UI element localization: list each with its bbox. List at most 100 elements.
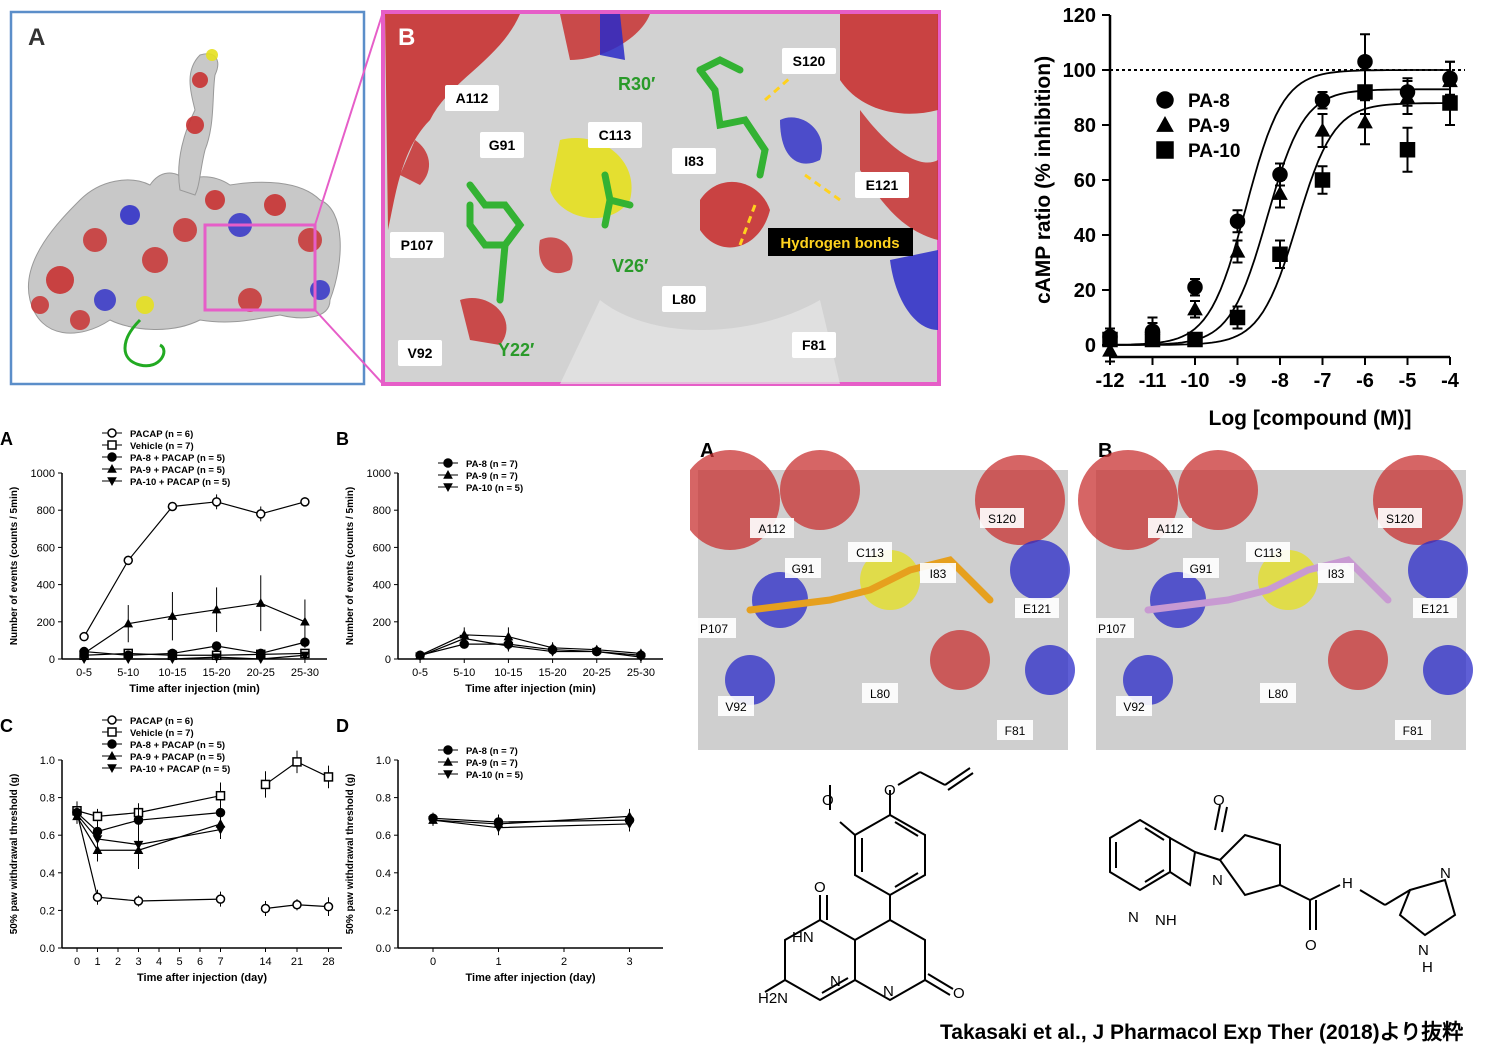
data-point	[503, 631, 514, 641]
ligand	[1144, 556, 1392, 614]
x-tick-label: 5-10	[117, 667, 139, 679]
x-tick-label: 21	[291, 956, 303, 968]
data-point-pa-10	[1357, 84, 1373, 100]
data-point	[428, 816, 438, 826]
data-point	[167, 501, 178, 512]
svg-text:H: H	[1342, 875, 1353, 892]
data-point	[256, 509, 266, 519]
legend-label: PA-10 + PACAP (n = 5)	[130, 477, 230, 488]
series-line	[84, 641, 306, 656]
y-tick-label: 0.6	[376, 830, 391, 842]
data-point	[255, 655, 266, 665]
residue-label-c113: C113	[599, 127, 632, 143]
x-axis-label: Time after injection (day)	[137, 972, 267, 984]
residue-label-s120: S120	[793, 53, 826, 69]
y-tick-label: 0.0	[40, 943, 55, 955]
legend-marker	[443, 469, 453, 479]
x-tick-label: 0	[430, 956, 436, 968]
residue-label-box	[920, 563, 956, 583]
residue-label-f81: F81	[1005, 724, 1026, 738]
residue-label-box	[792, 332, 836, 358]
data-point	[123, 655, 134, 665]
y-tick-label: 800	[37, 505, 55, 517]
x-tick-label: -11	[1139, 370, 1167, 392]
surface-patch	[1373, 455, 1463, 545]
data-point	[211, 497, 222, 507]
helix-ribbon	[123, 318, 166, 368]
data-point	[123, 555, 133, 566]
residue-label-i83: I83	[930, 567, 947, 581]
surface-patch	[1010, 540, 1070, 600]
legend-marker	[107, 764, 117, 774]
x-tick-label: -10	[1181, 370, 1210, 392]
svg-text:O: O	[822, 792, 834, 809]
legend-marker	[107, 727, 117, 737]
data-point	[123, 618, 134, 628]
y-tick-label: 80	[1074, 115, 1096, 137]
y-tick-label: 600	[37, 542, 55, 554]
protein-surface-patches	[31, 49, 330, 330]
x-tick-label: -4	[1441, 370, 1460, 392]
x-tick-label: 6	[197, 956, 203, 968]
x-tick-label: -5	[1399, 370, 1417, 392]
residue-label-v92: V92	[408, 345, 433, 361]
x-tick-label: 0-5	[412, 667, 428, 679]
x-tick-label: -9	[1229, 370, 1247, 392]
data-point	[215, 894, 226, 904]
y-axis-label: Number of events (counts / 5min)	[345, 487, 356, 645]
legend-label: PA-10 + PACAP (n = 5)	[130, 764, 230, 775]
legend-label: PACAP (n = 6)	[130, 716, 193, 727]
svg-text:H: H	[1422, 959, 1433, 976]
legend-label: PA-10 (n = 5)	[466, 483, 523, 494]
x-tick-label: 7	[217, 956, 223, 968]
ligand	[746, 556, 994, 614]
residue-label-a112: A112	[758, 522, 785, 536]
legend-marker	[107, 477, 117, 487]
data-point	[167, 611, 178, 620]
panel-letter: A	[0, 429, 13, 449]
residue-label-box	[1148, 518, 1192, 538]
surface-patch	[930, 630, 990, 690]
x-tick-label: 5-10	[453, 667, 475, 679]
behavior-panel-c: C 0.0 0.2 0.4 0.6 0.8 1.0 0 1 2 3 4 5 6 7 14 21 28 Time af…	[0, 715, 342, 984]
legend-label: PA-8 + PACAP (n = 5)	[130, 453, 225, 464]
legend-marker	[443, 745, 453, 755]
legend-label: PA-9 + PACAP (n = 5)	[130, 465, 225, 476]
data-point-pa-9	[1314, 122, 1331, 137]
ligand-residue-label: R30′	[618, 74, 655, 94]
svg-text:NH: NH	[1155, 912, 1177, 929]
data-point	[260, 903, 271, 914]
legend-label: PA-9	[1188, 116, 1230, 137]
x-tick-label: 0	[74, 956, 80, 968]
y-tick-label: 1.0	[376, 755, 391, 767]
residue-label-l80: L80	[672, 291, 696, 307]
y-tick-label: 200	[37, 617, 55, 629]
surface-patch	[1408, 540, 1468, 600]
y-tick-label: 0	[49, 654, 55, 666]
data-point-pa-10	[1229, 309, 1246, 326]
behavior-panel-d: D 0.0 0.2 0.4 0.6 0.8 1.0 0 1 2 3 Time after inject…	[336, 716, 663, 984]
data-point	[215, 790, 226, 801]
legend-label: PA-9 (n = 7)	[466, 758, 518, 769]
residue-label-p107: P107	[1098, 622, 1126, 636]
data-point-pa-8	[1229, 213, 1246, 229]
residue-label-f81: F81	[802, 337, 826, 353]
data-point	[591, 647, 602, 657]
residue-label-box	[848, 542, 892, 562]
legend-marker	[107, 739, 117, 749]
y-tick-label: 600	[373, 542, 391, 554]
series-line	[83, 501, 306, 637]
y-tick-label: 20	[1074, 280, 1096, 302]
data-point	[92, 811, 103, 822]
y-tick-label: 0.2	[40, 905, 55, 917]
data-point-pa-10	[1442, 95, 1458, 111]
svg-text:N: N	[1212, 872, 1223, 889]
x-tick-label: 10-15	[494, 667, 522, 679]
panel-b-letter: B	[398, 24, 415, 51]
legend-label: PA-8 + PACAP (n = 5)	[130, 740, 225, 751]
behavior-panel-b: B 0 200 400 600 800 1000 0-5 5-10 10-15 15-20 20-25…	[336, 429, 663, 695]
x-tick-label: 20-25	[247, 667, 275, 679]
legend-label: Vehicle (n = 7)	[130, 728, 194, 739]
data-point-pa-10	[1399, 142, 1416, 158]
data-point	[92, 845, 103, 854]
